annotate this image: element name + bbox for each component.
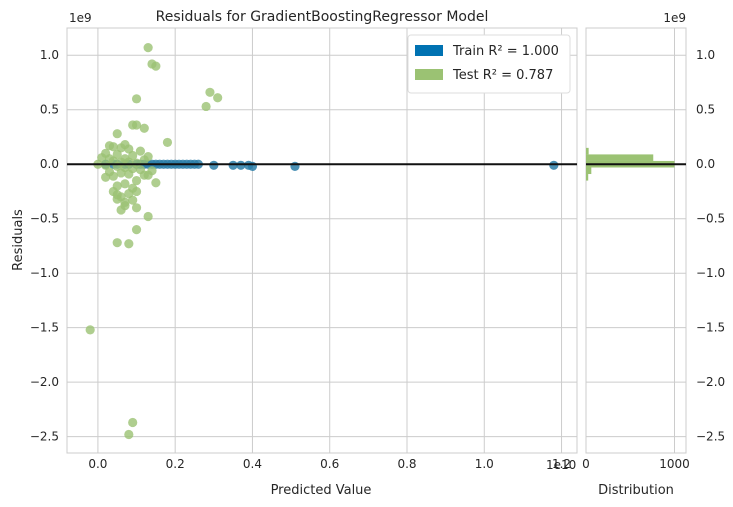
legend-swatch-train (415, 45, 443, 56)
legend-label-train: Train R² = 1.000 (452, 44, 559, 59)
test-point (131, 120, 142, 130)
train-point (209, 160, 219, 170)
test-point (143, 170, 153, 180)
x-tick-label: 1.0 (475, 457, 494, 471)
test-point (213, 93, 223, 103)
test-point (101, 172, 111, 182)
test-point (124, 429, 134, 440)
test-point (135, 146, 146, 156)
distribution-bar (586, 147, 589, 155)
train-point (290, 161, 300, 171)
distribution-x-tick-label: 1000 (659, 457, 690, 471)
y-axis-label: Residuals (11, 209, 26, 271)
distribution-bar (586, 167, 592, 175)
distribution-y-tick-label: 0.0 (696, 157, 715, 171)
x-tick-label: 1.2 (552, 457, 571, 471)
distribution-y-tick-label: 0.5 (696, 103, 715, 117)
test-point (128, 417, 138, 428)
y-tick-labels: 1.0 0.5 0.0 −0.5 −1.0 −1.5 −2.0 −2.5 (30, 48, 59, 443)
y-tick-label: −1.5 (30, 321, 59, 335)
test-point (139, 123, 149, 133)
legend-label-test: Test R² = 0.787 (452, 68, 553, 83)
x-offset-label: 1e10 (546, 458, 576, 472)
test-point (131, 225, 142, 235)
y-tick-label: 0.0 (40, 157, 59, 171)
distribution-plot-frame (585, 27, 687, 454)
test-point (131, 186, 142, 197)
y-tick-label: 1.0 (40, 48, 59, 62)
test-point (162, 137, 173, 148)
test-point (201, 101, 211, 112)
distribution-bar (586, 174, 589, 181)
distribution-y-tick-labels: 1.0 0.5 0.0 −0.5 −1.0 −1.5 −2.0 −2.5 (696, 48, 725, 443)
y-tick-label: −1.0 (30, 266, 59, 280)
test-point (151, 61, 161, 71)
distribution-x-tick-labels: 0 1000 (582, 457, 690, 471)
y-tick-label: −0.5 (30, 212, 59, 226)
distribution-plot-area: 0 1000 1.0 0.5 0.0 −0.5 −1.0 −1.5 −2.0 −2.5 (582, 27, 725, 471)
test-point (205, 87, 215, 97)
y-tick-label: 0.5 (40, 103, 59, 117)
test-point (85, 325, 95, 335)
x-tick-label: 0.8 (397, 457, 416, 471)
distribution-y-tick-label: 1.0 (696, 48, 715, 62)
test-point (116, 168, 126, 178)
test-point (128, 195, 138, 205)
test-point (108, 142, 118, 152)
test-point (112, 190, 122, 200)
test-point (151, 178, 161, 188)
distribution-x-tick-label: 0 (582, 457, 590, 471)
test-point (120, 197, 130, 207)
legend-box (407, 34, 571, 94)
x-tick-label: 0.2 (166, 457, 185, 471)
chart-title: Residuals for GradientBoostingRegressor … (156, 9, 489, 25)
test-point (112, 238, 122, 248)
test-point (112, 129, 122, 139)
distribution-y-tick-label: −2.5 (696, 430, 725, 444)
test-point (131, 175, 142, 186)
y-tick-label: −2.0 (30, 375, 59, 389)
y-offset-label: 1e9 (69, 11, 92, 25)
x-tick-labels: 0.0 0.2 0.4 0.6 0.8 1.0 1.2 (88, 457, 571, 471)
test-point (120, 179, 130, 189)
test-point (131, 203, 142, 213)
test-point (124, 169, 134, 179)
train-point (247, 161, 258, 171)
train-point (549, 160, 559, 170)
test-points-group (85, 43, 223, 440)
main-plot-area: 0.0 0.2 0.4 0.6 0.8 1.0 1.2 1.0 0.5 0.0 −0.5 −1.0 −… (30, 27, 578, 471)
x-axis-label: Predicted Value (271, 483, 372, 498)
distribution-bar (586, 154, 654, 161)
test-point (124, 239, 134, 249)
test-point (139, 155, 149, 165)
test-point (116, 205, 126, 215)
x-tick-label: 0.0 (88, 457, 107, 471)
test-point (108, 171, 118, 181)
legend-swatch-test (415, 69, 443, 80)
distribution-label: Distribution (598, 483, 674, 498)
train-point (236, 160, 246, 170)
test-point (143, 211, 153, 222)
distribution-y-offset-label: 1e9 (663, 11, 686, 25)
test-point (131, 94, 142, 104)
distribution-y-tick-label: −2.0 (696, 375, 725, 389)
train-point (228, 160, 238, 170)
legend: Train R² = 1.000 Test R² = 0.787 (407, 34, 571, 94)
test-point (143, 43, 153, 53)
y-tick-label: −2.5 (30, 430, 59, 444)
x-tick-label: 0.4 (243, 457, 262, 471)
distribution-y-tick-label: −0.5 (696, 212, 725, 226)
distribution-y-tick-label: −1.0 (696, 266, 725, 280)
distribution-y-tick-label: −1.5 (696, 321, 725, 335)
x-tick-label: 0.6 (320, 457, 339, 471)
